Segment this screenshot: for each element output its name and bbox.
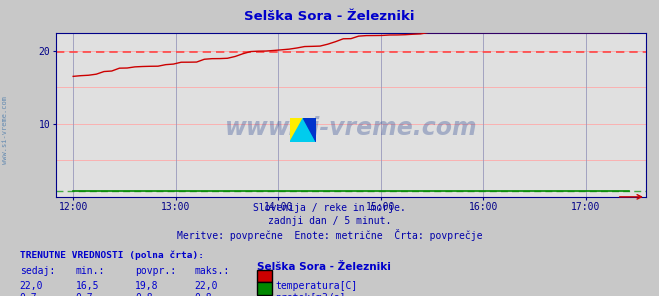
Text: Selška Sora - Železniki: Selška Sora - Železniki	[257, 262, 391, 272]
Polygon shape	[290, 118, 303, 142]
Text: 0,7: 0,7	[20, 293, 38, 296]
Text: povpr.:: povpr.:	[135, 266, 176, 276]
Text: Slovenija / reke in morje.: Slovenija / reke in morje.	[253, 203, 406, 213]
Text: maks.:: maks.:	[194, 266, 229, 276]
Text: www.si-vreme.com: www.si-vreme.com	[225, 116, 477, 140]
Text: Meritve: povprečne  Enote: metrične  Črta: povprečje: Meritve: povprečne Enote: metrične Črta:…	[177, 229, 482, 242]
Text: TRENUTNE VREDNOSTI (polna črta):: TRENUTNE VREDNOSTI (polna črta):	[20, 250, 204, 260]
Text: pretok[m3/s]: pretok[m3/s]	[275, 293, 346, 296]
Text: zadnji dan / 5 minut.: zadnji dan / 5 minut.	[268, 216, 391, 226]
Polygon shape	[290, 118, 316, 142]
Text: 22,0: 22,0	[20, 281, 43, 291]
Text: temperatura[C]: temperatura[C]	[275, 281, 358, 291]
Text: 0,8: 0,8	[135, 293, 153, 296]
Text: 16,5: 16,5	[76, 281, 100, 291]
Text: min.:: min.:	[76, 266, 105, 276]
Text: 0,8: 0,8	[194, 293, 212, 296]
Text: www.si-vreme.com: www.si-vreme.com	[2, 96, 9, 164]
Polygon shape	[303, 118, 316, 142]
Text: Selška Sora - Železniki: Selška Sora - Železniki	[244, 10, 415, 23]
Text: 19,8: 19,8	[135, 281, 159, 291]
Text: sedaj:: sedaj:	[20, 266, 55, 276]
Text: 22,0: 22,0	[194, 281, 218, 291]
Text: 0,7: 0,7	[76, 293, 94, 296]
